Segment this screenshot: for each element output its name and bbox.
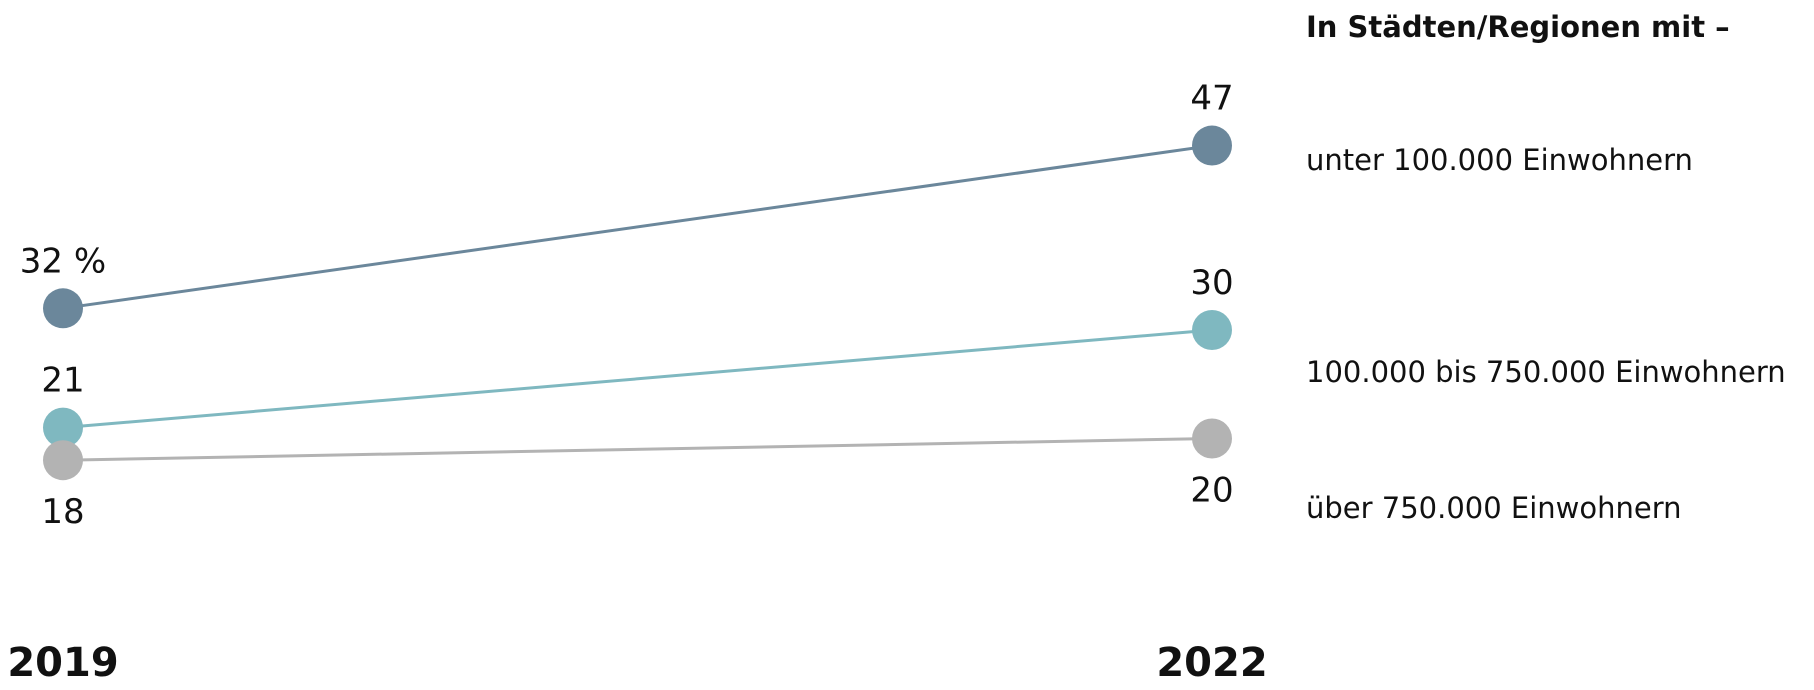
data-label-100000-750000-2022: 30: [1190, 263, 1233, 303]
data-point-over-750000-2022: [1192, 418, 1232, 459]
legend-entry-over-750000: über 750.000 Einwohnern: [1306, 491, 1682, 525]
data-label-over-750000-2022: 20: [1190, 471, 1233, 511]
series-line-under-100000: [62, 144, 1213, 310]
data-label-under-100000-2022: 47: [1190, 79, 1233, 119]
legend-entry-100000-750000: 100.000 bis 750.000 Einwohnern: [1306, 355, 1786, 389]
series-line-100000-750000: [62, 328, 1213, 430]
legend: unter 100.000 Einwohnern 100.000 bis 750…: [1306, 143, 1786, 525]
data-point-under-100000-2022: [1192, 125, 1232, 166]
legend-title: In Städten/Regionen mit –: [1306, 10, 1730, 44]
data-point-under-100000-2019: [43, 288, 83, 329]
data-label-under-100000-2019: 32 %: [20, 241, 106, 281]
data-label-over-750000-2019: 18: [41, 492, 84, 532]
data-point-100000-750000-2022: [1192, 310, 1232, 350]
x-tick-label-2019: 2019: [7, 640, 118, 686]
x-tick-label-2022: 2022: [1156, 640, 1267, 686]
series-layer: [43, 125, 1232, 481]
data-point-100000-750000-2019: [43, 407, 83, 448]
data-point-over-750000-2019: [43, 440, 83, 481]
value-label-layer: 32 % 47 21 30 18 20: [20, 79, 1234, 533]
data-label-100000-750000-2019: 21: [41, 361, 84, 401]
legend-entry-under-100000: unter 100.000 Einwohnern: [1306, 143, 1693, 177]
series-line-over-750000: [62, 437, 1213, 462]
